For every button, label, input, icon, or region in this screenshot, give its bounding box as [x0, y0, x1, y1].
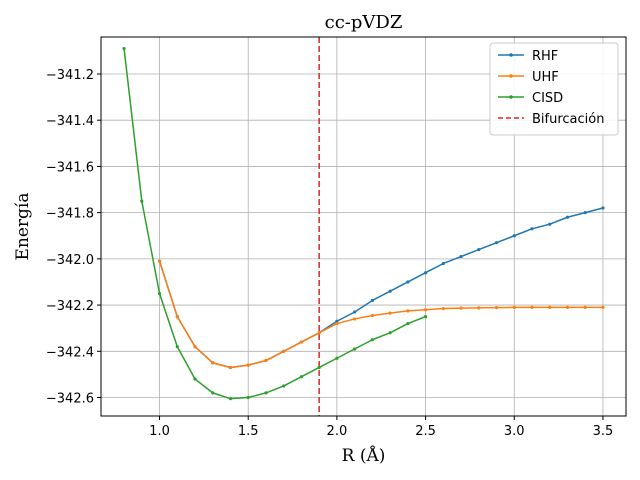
data-point-cisd [228, 397, 233, 401]
data-point-rhf [494, 241, 499, 245]
data-point-rhf [370, 298, 374, 303]
chart-title: cc-pVDZ [325, 12, 403, 33]
data-point-uhf [175, 315, 179, 319]
data-point-uhf [246, 363, 250, 367]
data-point-uhf [530, 305, 534, 309]
data-point-uhf [282, 349, 286, 353]
data-point-uhf [494, 306, 499, 310]
y-tick-label: −341.6 [46, 160, 94, 175]
data-point-rhf [512, 234, 516, 238]
data-point-uhf [441, 306, 445, 311]
data-point-cisd [175, 345, 179, 349]
x-axis-label: R (Å) [342, 445, 386, 466]
y-tick-label: −342.4 [46, 345, 94, 360]
data-point-uhf [193, 345, 197, 349]
data-point-cisd [317, 365, 321, 370]
data-point-rhf [353, 310, 357, 314]
data-point-cisd [335, 356, 339, 360]
grid [101, 37, 626, 416]
legend-label-rhf: RHF [532, 49, 558, 64]
data-point-rhf [583, 211, 587, 215]
x-tick-label: 3.0 [504, 424, 525, 439]
plot-frame [100, 36, 627, 417]
data-point-uhf [406, 309, 410, 313]
series-lines [122, 46, 605, 401]
data-point-uhf [228, 365, 233, 370]
series-line-cisd [123, 48, 426, 400]
y-tick-label: −342.0 [46, 253, 94, 268]
data-point-uhf [317, 331, 321, 335]
axis-ticks: 1.0 1.5 2.0 2.5 3.0 3.5 −341.2 −341.4 −341.6 −341… [46, 68, 613, 439]
data-point-rhf [548, 222, 552, 226]
data-point-rhf [335, 319, 339, 323]
data-point-rhf [477, 248, 481, 252]
data-point-uhf [299, 340, 304, 344]
legend-label-bifurcaci-n: Bifurcación [532, 112, 604, 127]
data-point-uhf [370, 313, 374, 318]
data-point-uhf [565, 305, 570, 309]
legend-label-cisd: CISD [532, 91, 563, 106]
data-point-cisd [246, 395, 250, 400]
x-tick-label: 1.5 [238, 424, 259, 439]
data-point-cisd [157, 291, 162, 296]
legend-marker-cisd [509, 95, 513, 99]
data-point-rhf [459, 254, 463, 259]
legend: RHF UHF CISD Bifurcación [489, 42, 619, 136]
data-point-rhf [441, 261, 445, 266]
y-tick-label: −342.2 [46, 299, 94, 314]
data-point-uhf [211, 361, 215, 365]
data-point-uhf [353, 317, 357, 321]
data-point-rhf [530, 227, 534, 231]
data-point-uhf [157, 259, 162, 263]
data-point-rhf [406, 280, 410, 284]
data-point-uhf [512, 305, 516, 309]
legend-marker-rhf [509, 53, 513, 57]
y-tick-label: −341.8 [46, 207, 94, 222]
y-tick-label: −341.4 [46, 114, 94, 129]
data-point-uhf [388, 311, 392, 315]
data-point-uhf [601, 305, 605, 309]
data-point-uhf [459, 306, 463, 310]
data-point-cisd [282, 384, 286, 388]
legend-box [489, 42, 619, 136]
data-point-uhf [583, 305, 587, 309]
data-point-cisd [264, 391, 268, 395]
data-point-uhf [548, 305, 552, 309]
data-point-rhf [423, 271, 428, 275]
data-point-uhf [423, 308, 428, 312]
y-tick-label: −342.6 [46, 392, 94, 407]
data-point-cisd [140, 199, 144, 203]
data-point-cisd [193, 377, 197, 381]
data-point-rhf [565, 215, 570, 219]
data-point-cisd [406, 321, 410, 326]
legend-marker-uhf [509, 74, 513, 78]
x-tick-label: 1.0 [149, 424, 170, 439]
legend-label-uhf: UHF [532, 70, 559, 85]
x-tick-label: 3.5 [593, 424, 614, 439]
data-point-uhf [477, 306, 481, 310]
data-point-cisd [353, 347, 357, 351]
data-point-cisd [423, 315, 428, 319]
data-point-cisd [388, 331, 392, 335]
y-axis-label: Energía [13, 193, 33, 261]
x-tick-label: 2.5 [415, 424, 436, 439]
data-point-cisd [370, 338, 374, 342]
data-point-cisd [299, 375, 304, 379]
data-point-rhf [601, 206, 605, 210]
data-point-rhf [388, 289, 392, 293]
y-tick-label: −341.2 [46, 68, 94, 83]
series-line-uhf [158, 260, 603, 369]
data-point-uhf [264, 358, 268, 363]
data-point-cisd [122, 46, 126, 51]
data-point-uhf [335, 321, 339, 326]
data-point-cisd [211, 391, 215, 395]
x-tick-label: 2.0 [327, 424, 348, 439]
